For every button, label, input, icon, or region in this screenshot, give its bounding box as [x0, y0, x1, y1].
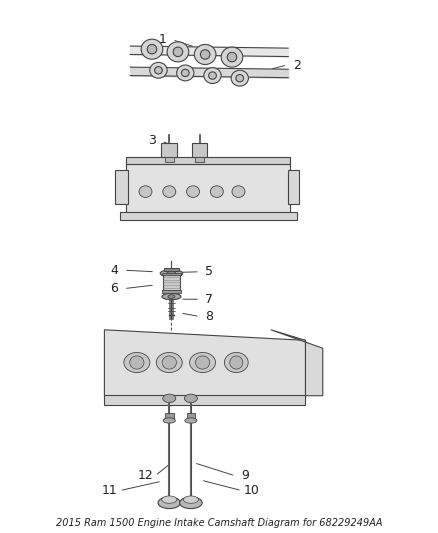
Bar: [162, 142, 177, 157]
Ellipse shape: [180, 497, 202, 508]
Ellipse shape: [195, 356, 210, 369]
Ellipse shape: [155, 67, 162, 74]
Ellipse shape: [150, 62, 167, 78]
Text: 12: 12: [138, 470, 153, 482]
Bar: [192, 142, 207, 157]
Bar: [164, 268, 179, 271]
Bar: [162, 290, 181, 293]
Text: 5: 5: [205, 265, 213, 278]
Ellipse shape: [177, 65, 194, 81]
Bar: [163, 274, 180, 292]
Bar: [195, 157, 204, 162]
Text: 11: 11: [102, 484, 118, 497]
Text: 2015 Ram 1500 Engine Intake Camshaft Diagram for 68229249AA: 2015 Ram 1500 Engine Intake Camshaft Dia…: [56, 518, 382, 528]
Ellipse shape: [167, 271, 176, 276]
Text: 9: 9: [241, 470, 249, 482]
Ellipse shape: [147, 44, 157, 54]
Ellipse shape: [158, 497, 180, 508]
Bar: [165, 413, 173, 421]
Bar: [165, 157, 173, 162]
Ellipse shape: [190, 352, 215, 373]
Ellipse shape: [221, 47, 243, 67]
Ellipse shape: [201, 50, 210, 59]
Ellipse shape: [141, 39, 163, 59]
Ellipse shape: [204, 68, 221, 84]
Ellipse shape: [173, 47, 183, 56]
Ellipse shape: [210, 186, 223, 197]
Bar: [187, 413, 195, 421]
Ellipse shape: [167, 42, 189, 62]
Ellipse shape: [163, 186, 176, 197]
Text: 10: 10: [244, 484, 259, 497]
Ellipse shape: [230, 356, 243, 369]
Ellipse shape: [224, 352, 248, 373]
Ellipse shape: [185, 418, 197, 423]
Ellipse shape: [139, 186, 152, 197]
Text: 2: 2: [293, 59, 301, 71]
Text: 6: 6: [110, 282, 118, 295]
Bar: [120, 212, 297, 220]
Polygon shape: [104, 330, 305, 395]
Text: 8: 8: [205, 310, 213, 323]
Ellipse shape: [208, 72, 216, 79]
Text: 7: 7: [205, 293, 213, 306]
Bar: [104, 395, 305, 405]
Ellipse shape: [184, 394, 198, 402]
Bar: [126, 164, 290, 214]
Ellipse shape: [232, 186, 245, 197]
Ellipse shape: [130, 356, 144, 369]
Ellipse shape: [231, 70, 248, 86]
Text: 1: 1: [159, 33, 167, 46]
Polygon shape: [271, 330, 323, 395]
Ellipse shape: [184, 496, 198, 503]
Text: 3: 3: [148, 134, 156, 148]
Bar: [288, 170, 299, 204]
Bar: [126, 157, 290, 164]
Ellipse shape: [162, 293, 181, 300]
Ellipse shape: [227, 52, 237, 62]
Text: 4: 4: [110, 264, 118, 277]
Bar: [162, 273, 181, 276]
Ellipse shape: [163, 394, 176, 402]
Ellipse shape: [156, 352, 182, 373]
Ellipse shape: [162, 356, 177, 369]
Ellipse shape: [124, 352, 150, 373]
Ellipse shape: [160, 270, 183, 277]
Ellipse shape: [236, 75, 244, 82]
Ellipse shape: [194, 44, 216, 64]
Ellipse shape: [163, 418, 175, 423]
Ellipse shape: [187, 186, 200, 197]
Ellipse shape: [181, 69, 189, 77]
Bar: [115, 170, 128, 204]
Ellipse shape: [168, 295, 175, 298]
Ellipse shape: [162, 496, 177, 503]
